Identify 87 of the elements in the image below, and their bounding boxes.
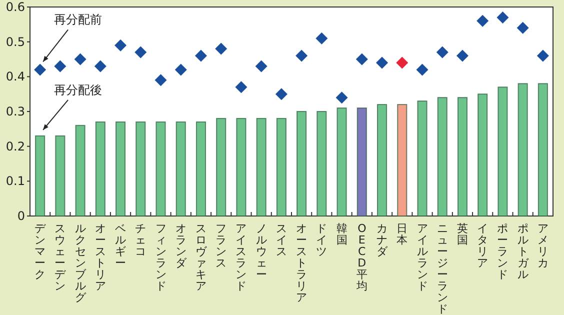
bar	[256, 118, 266, 216]
x-tick-label: ニュージーランド	[436, 222, 448, 315]
x-tick-label: スロヴァキア	[195, 222, 208, 292]
bar	[336, 108, 347, 216]
bar	[356, 108, 367, 216]
bar	[55, 135, 66, 216]
point	[536, 50, 549, 62]
point	[255, 60, 268, 72]
x-tick-label: ルクセンブルグ	[74, 222, 87, 304]
point	[436, 46, 448, 58]
point	[496, 11, 509, 24]
bar	[316, 111, 327, 216]
bar	[296, 111, 307, 216]
bar	[437, 97, 448, 216]
bar	[518, 83, 528, 216]
bar	[196, 121, 206, 216]
x-tick-label: オランダ	[175, 222, 188, 270]
x-tick-label: 英国	[456, 222, 468, 246]
x-tick-label: 日本	[396, 222, 408, 246]
point	[336, 92, 348, 104]
x-tick-label: アイルランド	[416, 222, 428, 292]
point	[215, 42, 228, 55]
bar	[397, 104, 408, 216]
y-tick-label: 0.1	[6, 174, 25, 188]
series-label: 再分配前	[54, 12, 102, 27]
x-tick-label: オーストリア	[94, 222, 106, 292]
point	[194, 50, 207, 62]
point	[275, 88, 288, 100]
point	[114, 39, 127, 52]
bar	[95, 121, 106, 216]
x-tick-label: ノルウェー	[256, 222, 267, 281]
x-tick-label: スウェーデン	[54, 222, 67, 292]
y-tick-label: 0.4	[6, 70, 25, 84]
x-tick-label: ポルトガル	[517, 222, 530, 281]
x-tick-label: ポーランド	[497, 222, 508, 281]
point	[416, 64, 428, 76]
bar	[156, 121, 166, 216]
bar	[498, 86, 508, 216]
point	[235, 81, 248, 94]
point	[296, 50, 308, 62]
y-tick-label: 0.5	[6, 34, 25, 49]
point	[316, 32, 328, 44]
x-tick-label: オーストラリア	[296, 222, 308, 304]
y-tick-label: 0.6	[6, 0, 25, 14]
bar	[216, 118, 226, 216]
point	[154, 74, 167, 86]
x-tick-label: 韓国	[336, 222, 348, 246]
x-tick-label: アメリカ	[537, 222, 548, 270]
bar	[236, 118, 246, 216]
bar	[276, 118, 286, 216]
point	[396, 56, 408, 69]
bar	[376, 104, 388, 216]
bar	[75, 124, 86, 216]
x-tick-label: デンマーク	[34, 222, 47, 281]
x-tick-label: アイスランド	[236, 222, 247, 292]
bar	[457, 97, 468, 216]
x-tick-label: OECD平均	[355, 222, 368, 292]
x-tick-label: イタリア	[477, 222, 488, 270]
point	[376, 56, 388, 69]
x-tick-label: スイス	[276, 222, 287, 258]
text: 再分配後	[54, 82, 102, 97]
x-tick-label: ベルギー	[115, 222, 126, 270]
point	[54, 60, 66, 72]
bar	[176, 121, 186, 216]
point	[174, 64, 187, 76]
point	[516, 22, 529, 34]
point	[34, 64, 46, 76]
y-tick-label: 0.2	[6, 139, 25, 154]
point	[134, 46, 147, 58]
x-tick-label: チェコ	[135, 222, 146, 258]
bar	[136, 121, 146, 216]
point	[456, 50, 468, 62]
point	[94, 60, 106, 72]
x-tick-label: フィンランド	[155, 222, 166, 292]
bar	[417, 100, 428, 216]
y-tick-label: 0.3	[6, 104, 25, 118]
y-tick-label: 0	[17, 209, 25, 223]
bar	[115, 121, 126, 216]
bar	[538, 83, 548, 216]
x-tick-label: ドイツ	[316, 222, 328, 258]
point	[476, 14, 489, 27]
x-tick-label: カナダ	[376, 222, 389, 258]
bar	[35, 135, 46, 216]
point	[74, 53, 86, 66]
point	[356, 53, 368, 66]
x-tick-label: フランス	[216, 222, 227, 270]
bar	[478, 94, 488, 216]
